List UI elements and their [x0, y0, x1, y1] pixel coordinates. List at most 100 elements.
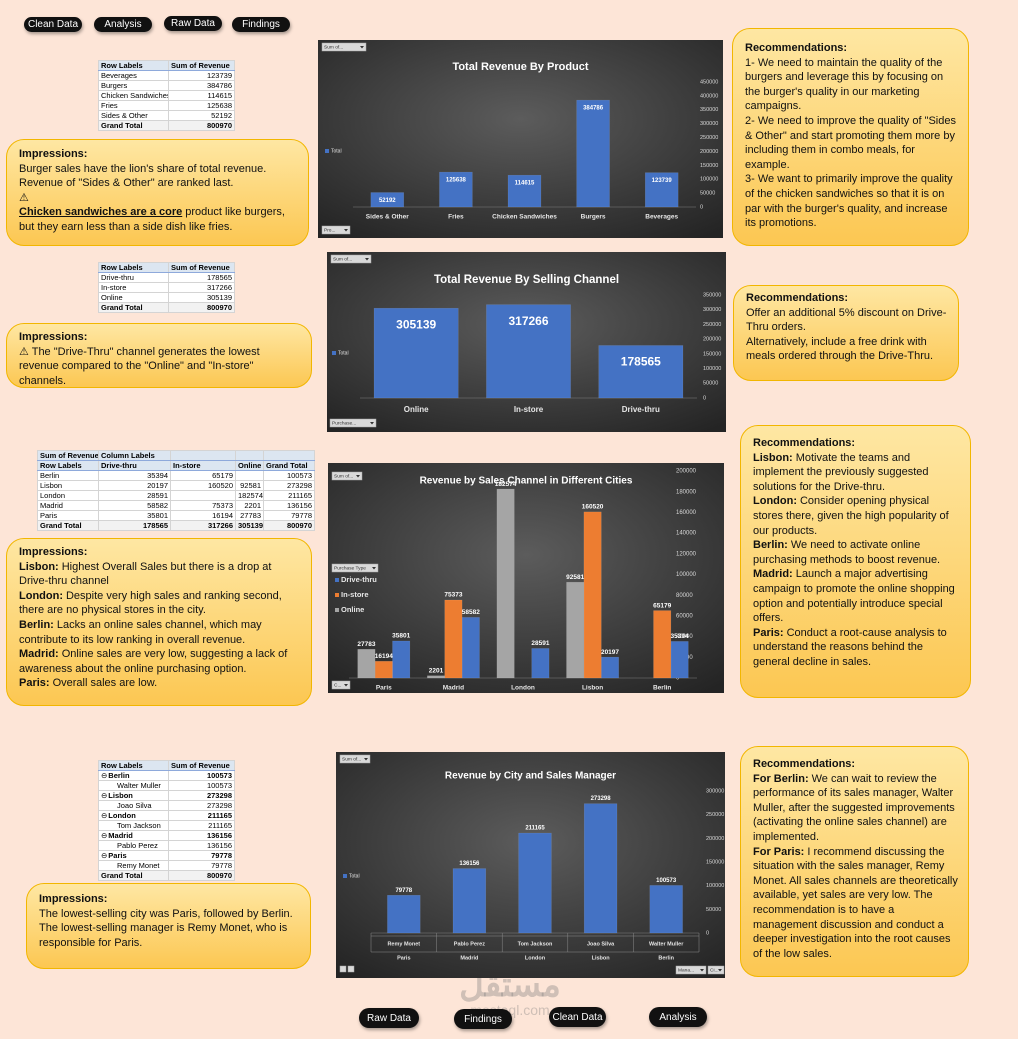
table-cell: 211165: [263, 490, 315, 501]
table-cell: 92581: [235, 480, 264, 491]
data-label: 28591: [531, 640, 549, 647]
box-heading: Impressions:: [39, 893, 108, 905]
nav-button[interactable]: Raw Data: [164, 16, 222, 31]
paragraph: The lowest-selling city was Paris, follo…: [39, 907, 293, 920]
dropdown-arrow: [718, 969, 722, 972]
x-tick-label: Drive-thru: [622, 405, 660, 414]
table-cell: In-store: [98, 282, 169, 293]
total-cell: 800970: [263, 520, 315, 531]
paragraph-text: Consider opening physical stores there, …: [753, 495, 949, 537]
table-cell: 136156: [168, 830, 235, 841]
field-button[interactable]: [331, 563, 379, 573]
paragraph-text: We can wait to review the performance of…: [753, 772, 955, 843]
nav-button[interactable]: Clean Data: [24, 17, 82, 32]
field-button[interactable]: [707, 965, 725, 975]
header-cell: Row Labels: [37, 460, 99, 471]
nav-button[interactable]: Clean Data: [549, 1007, 606, 1027]
total-row: Grand Total 800970: [98, 870, 235, 881]
data-label: 125638: [446, 178, 467, 184]
header-cell: Row Labels: [98, 760, 169, 771]
field-button[interactable]: [321, 225, 351, 235]
x-tick-label: Pablo Perez: [454, 941, 485, 947]
header-cell: Sum of Revenue: [168, 60, 235, 71]
x-tick-label: Remy Monet: [387, 941, 420, 947]
table-cell: Madrid: [37, 500, 99, 511]
paragraph-text: Lacks an online sales channel, which may…: [19, 618, 262, 646]
paragraph: Paris: Overall sales are low.: [19, 676, 301, 691]
pivot-table: Sum of Revenue Column Labels Row Labels Dri…: [37, 450, 315, 531]
paragraph: ⚠ The "Drive-Thru" channel generates the…: [19, 345, 260, 387]
table-cell: 100573: [263, 470, 315, 481]
field-button-label[interactable]: Sum of...: [333, 257, 352, 263]
dropdown-arrow: [364, 758, 368, 761]
chart: 0200004000060000800001000001200001400001…: [328, 463, 724, 693]
field-button[interactable]: [321, 42, 367, 52]
nav-button[interactable]: Analysis: [94, 17, 152, 32]
data-label: 123739: [652, 178, 673, 184]
x-outer-label: London: [525, 955, 546, 961]
recommendations-box: Recommendations: For Berlin: We can wait t…: [740, 746, 969, 977]
header-cell: [263, 450, 315, 461]
dropdown-arrow: [372, 567, 376, 570]
field-button[interactable]: [329, 418, 377, 428]
y-tick-label: 200000: [676, 469, 697, 475]
total-cell: 317266: [170, 520, 236, 531]
y-tick-label: 300000: [703, 307, 721, 313]
paragraph: Madrid: Launch a major advertising campai…: [753, 567, 960, 625]
field-button-label[interactable]: Mana...: [678, 968, 694, 974]
total-cell: 305139: [235, 520, 264, 531]
table-cell: 384786: [168, 80, 235, 91]
nav-button[interactable]: Raw Data: [359, 1008, 419, 1028]
data-label: 27783: [357, 641, 375, 648]
paragraph-text: Highest Overall Sales but there is a dro…: [19, 560, 272, 588]
field-button[interactable]: [330, 254, 372, 264]
paragraph: Burger sales have the lion's share of to…: [19, 162, 267, 190]
field-button-label[interactable]: C...: [334, 683, 341, 689]
paragraph-lead: London:: [753, 495, 797, 508]
expand-button[interactable]: [339, 965, 347, 973]
chart: 0 50000 100000 150000 200000 250000 300000 3500…: [318, 40, 723, 238]
bar: [439, 171, 473, 208]
nav-button[interactable]: Analysis: [649, 1007, 707, 1027]
paragraph-text: I recommend discussing the situation wit…: [753, 845, 958, 960]
box-heading: Recommendations:: [746, 292, 849, 304]
field-button[interactable]: [331, 471, 363, 481]
header-cell: Column Labels: [98, 450, 171, 461]
paragraph-lead: Madrid:: [19, 648, 59, 661]
box-heading: Recommendations:: [745, 42, 848, 54]
paragraph: Paris: Conduct a root-cause analysis to u…: [753, 626, 960, 670]
data-label: 2201: [429, 667, 444, 674]
x-tick-label: Joao Silva: [587, 941, 615, 947]
legend-label: Online: [341, 605, 364, 614]
paragraph: 2- We need to improve the quality of "Si…: [745, 114, 956, 171]
bar: [427, 675, 445, 679]
total-cell: 800970: [168, 120, 235, 131]
field-button[interactable]: [675, 965, 707, 975]
field-button[interactable]: [339, 754, 371, 764]
field-button-label[interactable]: Sum of...: [342, 757, 361, 763]
table-row: Fries 125638: [98, 100, 235, 111]
expand-button[interactable]: [347, 965, 355, 973]
x-tick-label: Online: [404, 405, 429, 414]
y-tick-label: 60000: [676, 613, 693, 619]
nav-button[interactable]: Findings: [454, 1009, 512, 1029]
field-button-label[interactable]: Purchase...: [332, 421, 356, 427]
bar: [576, 99, 610, 208]
table-cell: Beverages: [98, 70, 169, 81]
field-button[interactable]: [331, 680, 351, 690]
bar: [374, 660, 393, 679]
field-button-label[interactable]: Sum of...: [334, 474, 353, 480]
paragraph: London: Consider opening physical stores …: [753, 494, 960, 538]
field-button-label[interactable]: Pro...: [324, 228, 335, 234]
field-button-label[interactable]: Purchase Type: [334, 566, 366, 572]
y-tick-label: 100000: [700, 177, 718, 183]
table-cell: 28591: [98, 490, 171, 501]
table-cell: Chicken Sandwiches: [98, 90, 169, 101]
nav-button[interactable]: Findings: [232, 17, 290, 32]
field-button-label[interactable]: Ci...: [710, 968, 719, 974]
table-cell: 79778: [263, 510, 315, 521]
data-label: 92581: [566, 574, 584, 581]
table-row: Online 305139: [98, 292, 235, 303]
field-button-label[interactable]: Sum of...: [324, 45, 343, 51]
